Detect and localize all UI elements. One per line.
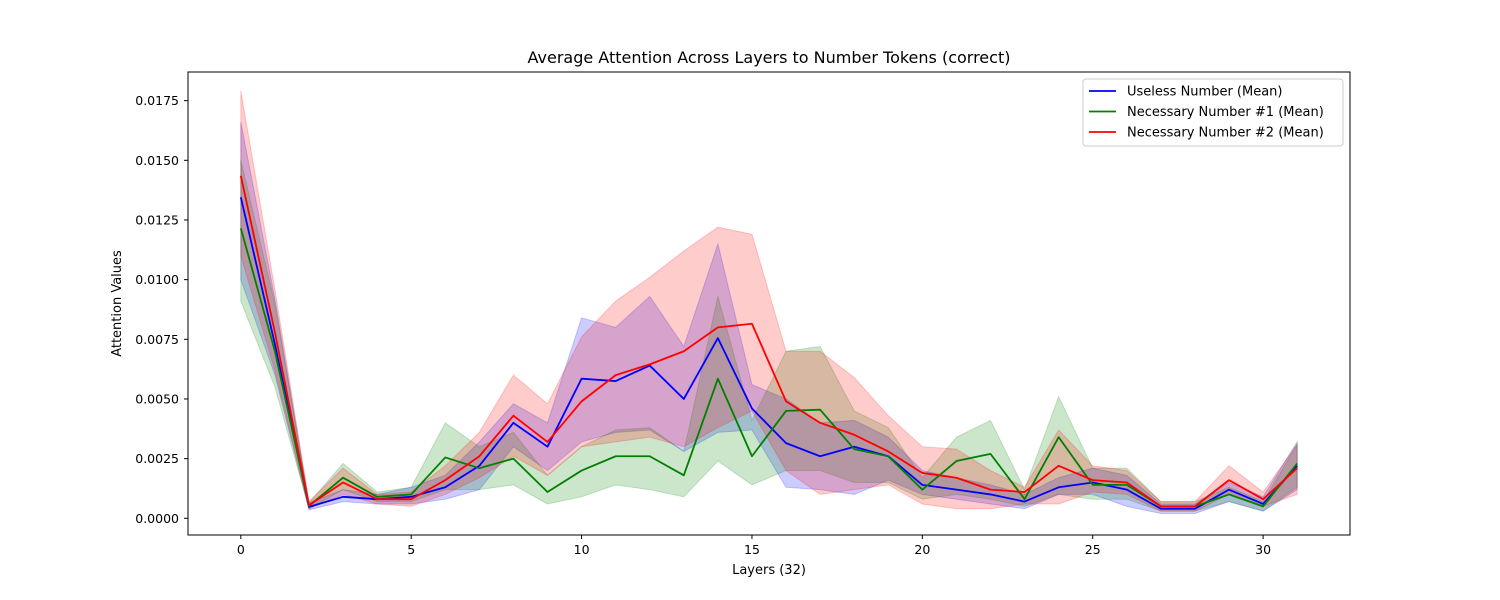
x-axis-ticks: 0 5 10 15 20 25 30	[237, 535, 1271, 557]
x-axis-label: Layers (32)	[732, 563, 806, 578]
x-tick-label: 5	[407, 542, 415, 557]
x-tick-label: 25	[1085, 542, 1101, 557]
band-useless-number-mean	[240, 122, 1298, 515]
y-tick-label: 0.0025	[135, 451, 179, 466]
legend: Useless Number (Mean) Necessary Number #1…	[1082, 78, 1344, 147]
x-tick-label: 10	[574, 542, 590, 557]
x-tick-label: 15	[744, 542, 760, 557]
plot-frame	[187, 71, 1351, 536]
y-tick-label: 0.0125	[135, 212, 179, 227]
confidence-bands	[240, 91, 1298, 515]
legend-label-necessary-number-2-mean: Necessary Number #2 (Mean)	[1127, 126, 1324, 141]
y-axis-label: Attention Values	[110, 250, 125, 357]
y-tick-label: 0.0175	[135, 93, 179, 108]
line-necessary-number-2-mean	[239, 175, 1298, 508]
band-necessary-number-2-mean	[240, 91, 1298, 512]
y-axis-ticks: 0.0000 0.0025 0.0050 0.0075 0.0100 0.0125 0.01…	[135, 93, 188, 526]
y-tick-label: 0.0150	[135, 153, 179, 168]
y-tick-label: 0.0100	[135, 272, 179, 287]
x-tick-label: 0	[237, 542, 245, 557]
x-tick-label: 30	[1255, 542, 1271, 557]
legend-label-necessary-number-1-mean: Necessary Number #1 (Mean)	[1127, 105, 1324, 120]
y-tick-label: 0.0075	[135, 332, 179, 347]
series-lines	[239, 175, 1298, 510]
legend-box	[1082, 78, 1344, 147]
chart-title: Average Attention Across Layers to Numbe…	[528, 48, 1011, 67]
x-tick-label: 20	[914, 542, 930, 557]
y-tick-label: 0.0000	[135, 511, 179, 526]
line-necessary-number-1-mean	[239, 228, 1298, 508]
y-tick-label: 0.0050	[135, 391, 179, 406]
band-necessary-number-1-mean	[240, 160, 1298, 512]
legend-label-useless-number-mean: Useless Number (Mean)	[1127, 85, 1283, 100]
